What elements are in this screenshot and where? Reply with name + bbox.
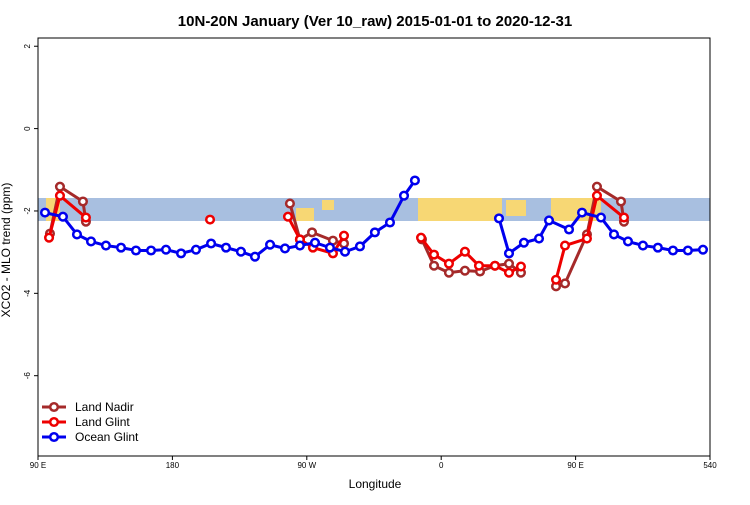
land-patch	[296, 208, 314, 221]
x-tick-label: 90 W	[297, 461, 316, 470]
point	[533, 233, 545, 244]
point	[309, 237, 321, 248]
y-tick-label: 2	[23, 43, 32, 48]
point	[39, 207, 51, 218]
y-tick-label: 0	[23, 126, 32, 131]
point	[249, 251, 261, 262]
legend-label: Land Nadir	[75, 400, 134, 414]
point	[595, 212, 607, 223]
point	[384, 217, 396, 228]
y-tick-label: -4	[23, 289, 32, 297]
point	[559, 278, 571, 289]
point	[85, 236, 97, 247]
point	[608, 229, 620, 240]
legend-label: Ocean Glint	[75, 430, 139, 444]
point	[409, 175, 420, 186]
point	[543, 215, 555, 226]
plot-frame	[37, 37, 711, 457]
point	[54, 181, 66, 192]
point	[282, 211, 294, 222]
legend-marker	[48, 431, 60, 443]
point	[618, 212, 630, 223]
point	[44, 232, 55, 243]
chart-title: 10N-20N January (Ver 10_raw) 2015-01-01 …	[178, 13, 572, 30]
y-axis-label: XCO2 - MLO trend (ppm)	[0, 183, 13, 318]
point	[306, 227, 318, 238]
x-tick-label: 90 E	[30, 461, 46, 470]
x-tick-label: 180	[166, 461, 180, 470]
point	[294, 240, 305, 251]
point	[622, 236, 634, 247]
point	[176, 248, 187, 259]
ocean-band	[38, 198, 710, 221]
land-patch	[506, 200, 526, 216]
point	[190, 244, 202, 255]
y-tick-label: -2	[23, 207, 32, 215]
point	[591, 190, 603, 201]
point	[354, 241, 366, 252]
point	[80, 212, 91, 223]
point	[615, 196, 627, 207]
point	[77, 196, 88, 207]
point	[145, 245, 157, 256]
point	[489, 260, 501, 271]
point	[443, 267, 455, 278]
legend-label: Land Glint	[75, 415, 130, 429]
point	[398, 190, 410, 201]
point	[559, 240, 571, 251]
point	[100, 240, 111, 251]
point	[697, 244, 709, 255]
point	[130, 245, 142, 256]
point	[160, 244, 172, 255]
legend-marker	[48, 416, 60, 428]
x-tick-label: 0	[439, 461, 444, 470]
point	[563, 224, 575, 235]
point	[338, 230, 350, 241]
point	[667, 245, 679, 256]
point	[265, 239, 276, 250]
point	[503, 267, 515, 278]
point	[220, 242, 232, 253]
point	[503, 258, 515, 269]
point	[518, 237, 529, 248]
point	[493, 213, 505, 224]
point	[443, 258, 455, 269]
land-patch	[418, 198, 502, 221]
x-axis-label: Longitude	[349, 477, 402, 491]
x-tick-label: 540	[703, 461, 717, 470]
point	[576, 207, 588, 218]
point	[550, 274, 562, 285]
point	[473, 260, 485, 271]
point	[339, 246, 351, 257]
point	[591, 181, 603, 192]
y-tick-label: -6	[23, 372, 32, 380]
legend-marker	[48, 401, 60, 413]
point	[682, 245, 693, 256]
point	[581, 233, 592, 244]
point	[503, 248, 515, 259]
point	[71, 229, 83, 240]
point	[57, 211, 68, 222]
point	[459, 246, 470, 257]
point	[637, 240, 648, 251]
point	[206, 238, 217, 249]
point	[459, 265, 470, 276]
land-patch	[322, 200, 334, 210]
point	[235, 246, 246, 257]
point	[515, 261, 526, 272]
point	[369, 227, 380, 238]
x-tick-label: 90 E	[567, 461, 583, 470]
point	[428, 260, 440, 271]
point	[324, 242, 335, 253]
point	[652, 242, 663, 253]
point	[115, 242, 127, 253]
point	[279, 243, 291, 254]
point	[284, 198, 295, 209]
point	[428, 249, 440, 260]
point	[204, 214, 216, 225]
point	[415, 232, 427, 243]
map-band	[38, 198, 710, 221]
point	[54, 190, 66, 201]
